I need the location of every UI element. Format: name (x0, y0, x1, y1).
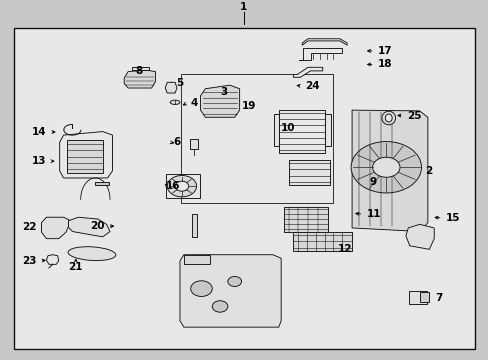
Text: 3: 3 (220, 87, 227, 97)
Text: 5: 5 (176, 78, 183, 88)
Polygon shape (180, 255, 281, 327)
Bar (283, 207, 327, 231)
Ellipse shape (385, 114, 391, 122)
Polygon shape (183, 255, 210, 264)
Text: 4: 4 (190, 98, 198, 108)
Text: 1: 1 (240, 2, 246, 12)
Polygon shape (132, 67, 149, 70)
Text: 17: 17 (377, 46, 392, 56)
Text: 16: 16 (166, 181, 181, 191)
Bar (288, 160, 329, 185)
Polygon shape (200, 85, 239, 117)
Text: 24: 24 (305, 81, 320, 91)
Text: 15: 15 (445, 213, 460, 223)
Bar (408, 291, 427, 303)
Text: 20: 20 (89, 221, 104, 231)
Bar (67, 140, 102, 172)
Text: 18: 18 (377, 59, 392, 69)
Ellipse shape (381, 111, 395, 125)
Polygon shape (165, 82, 177, 93)
Polygon shape (405, 224, 433, 249)
Text: 9: 9 (368, 177, 376, 187)
Ellipse shape (170, 100, 180, 104)
Circle shape (175, 181, 188, 191)
Polygon shape (325, 114, 330, 146)
Bar (419, 292, 428, 302)
Polygon shape (189, 139, 198, 149)
Polygon shape (273, 114, 278, 146)
Text: 12: 12 (337, 244, 351, 255)
Text: 19: 19 (242, 101, 256, 111)
Bar (192, 213, 197, 237)
Text: 25: 25 (406, 111, 421, 121)
FancyBboxPatch shape (14, 28, 474, 349)
Circle shape (212, 301, 227, 312)
Text: 21: 21 (68, 262, 83, 272)
Text: 23: 23 (22, 256, 37, 266)
Polygon shape (351, 110, 427, 231)
Circle shape (372, 157, 399, 177)
Text: 10: 10 (281, 123, 295, 133)
Polygon shape (68, 217, 110, 237)
Text: 2: 2 (425, 166, 432, 176)
Bar (278, 110, 325, 153)
Polygon shape (124, 70, 155, 88)
Bar (95, 181, 109, 185)
Circle shape (167, 175, 196, 197)
Text: 22: 22 (22, 222, 37, 232)
Polygon shape (302, 39, 346, 45)
Circle shape (227, 276, 241, 287)
Polygon shape (293, 231, 351, 251)
Polygon shape (299, 48, 342, 60)
Polygon shape (41, 217, 71, 239)
Text: 14: 14 (32, 127, 46, 137)
Text: 6: 6 (173, 137, 181, 147)
Text: 13: 13 (32, 156, 46, 166)
Text: 7: 7 (434, 293, 442, 302)
Circle shape (190, 281, 212, 297)
Text: 11: 11 (366, 210, 381, 219)
Text: 8: 8 (136, 66, 142, 76)
Polygon shape (293, 67, 322, 77)
Circle shape (350, 141, 421, 193)
Ellipse shape (68, 247, 116, 261)
